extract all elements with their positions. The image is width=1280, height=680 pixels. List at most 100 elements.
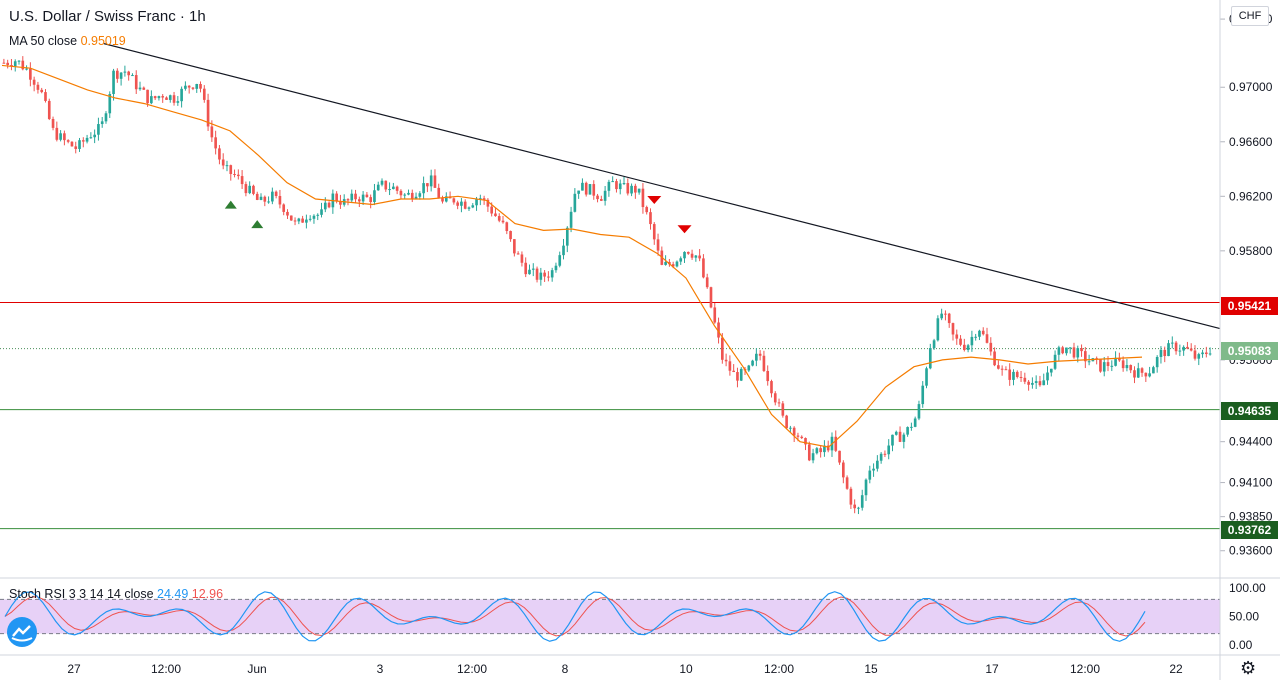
candle-body <box>1080 348 1083 352</box>
candle-body <box>1068 347 1072 349</box>
time-tick-label: 15 <box>864 662 878 676</box>
candle-body <box>350 193 354 201</box>
candle-body <box>1023 377 1027 382</box>
candle-body <box>1076 348 1080 358</box>
candle-body <box>528 269 531 275</box>
candle-body <box>883 453 887 455</box>
candle-body <box>119 72 123 79</box>
candle-body <box>248 185 251 194</box>
candle-body <box>766 370 770 382</box>
candle-body <box>1167 343 1170 357</box>
price-tick-label: 0.93850 <box>1229 510 1273 524</box>
candle-body <box>944 313 947 315</box>
candle-body <box>573 193 577 212</box>
candlestick-series <box>2 56 1212 515</box>
candle-body <box>898 431 902 442</box>
candle-body <box>365 194 369 198</box>
candle-body <box>781 403 785 416</box>
candle-body <box>509 231 512 240</box>
candle-body <box>864 479 868 496</box>
candle-body <box>131 75 134 77</box>
candle-body <box>845 477 849 489</box>
candle-body <box>917 404 921 419</box>
candle-body <box>1038 381 1042 386</box>
candle-body <box>664 261 667 265</box>
candle-body <box>51 119 55 128</box>
candle-body <box>123 71 127 73</box>
price-tick-label: 0.96600 <box>1229 135 1273 149</box>
candle-body <box>997 365 1000 369</box>
candle-body <box>1133 370 1136 378</box>
candle-body <box>339 201 342 205</box>
candle-body <box>747 365 751 371</box>
candle-body <box>887 445 891 455</box>
candle-body <box>925 368 928 386</box>
candle-body <box>1031 382 1034 385</box>
price-tag-support-1: 0.94635 <box>1221 402 1278 420</box>
candle-body <box>596 195 599 200</box>
candle-body <box>1155 356 1159 368</box>
candle-body <box>569 211 573 228</box>
gear-icon[interactable]: ⚙ <box>1240 658 1257 678</box>
candle-body <box>603 190 607 201</box>
candle-body <box>1034 381 1038 383</box>
candle-body <box>811 453 815 461</box>
candle-body <box>516 253 520 255</box>
candle-body <box>388 189 391 191</box>
candle-body <box>286 211 289 216</box>
ma-legend-label: MA 50 close <box>9 34 78 48</box>
candle-body <box>732 370 735 373</box>
candle-body <box>323 202 327 210</box>
candle-body <box>637 188 641 193</box>
candle-body <box>1102 362 1106 372</box>
price-tick-label: 0.93600 <box>1229 544 1273 558</box>
candle-body <box>456 202 459 206</box>
candle-body <box>1125 365 1129 369</box>
candle-body <box>777 402 781 404</box>
candle-body <box>1065 347 1068 354</box>
trendline <box>103 43 1221 330</box>
candle-body <box>543 272 546 277</box>
candle-body <box>210 126 214 138</box>
candle-body <box>44 92 47 101</box>
candle-body <box>172 95 176 103</box>
stoch-k-line <box>4 591 1146 642</box>
time-tick-label: 12:00 <box>1070 662 1100 676</box>
currency-label[interactable]: CHF <box>1231 6 1269 26</box>
candle-body <box>1114 357 1117 366</box>
candle-body <box>562 245 565 256</box>
candle-body <box>501 220 505 223</box>
candle-body <box>1205 352 1208 355</box>
candle-body <box>565 227 569 246</box>
candle-body <box>736 372 739 381</box>
candle-body <box>157 96 161 99</box>
price-tag-support-2: 0.93762 <box>1221 521 1278 539</box>
candle-body <box>202 88 206 100</box>
candle-body <box>399 190 403 196</box>
candle-body <box>100 121 104 125</box>
candle-body <box>150 96 153 104</box>
candle-body <box>785 415 788 429</box>
candle-body <box>963 344 966 350</box>
candle-body <box>1004 369 1008 371</box>
candle-body <box>849 488 853 505</box>
candle-body <box>921 385 925 405</box>
candle-body <box>947 313 951 324</box>
sell-marker-icon <box>647 196 662 205</box>
candle-body <box>199 84 202 89</box>
candle-body <box>13 61 17 67</box>
candle-body <box>327 202 331 208</box>
candle-body <box>89 137 93 139</box>
candle-body <box>358 199 361 202</box>
candle-body <box>913 418 917 427</box>
tradingview-logo-icon[interactable] <box>7 617 37 647</box>
candle-body <box>1163 349 1167 357</box>
candle-body <box>789 427 792 429</box>
candle-body <box>195 84 199 89</box>
candle-body <box>21 60 25 70</box>
stoch-d-line <box>4 596 1146 637</box>
candle-body <box>1144 372 1148 377</box>
candle-body <box>422 183 425 194</box>
